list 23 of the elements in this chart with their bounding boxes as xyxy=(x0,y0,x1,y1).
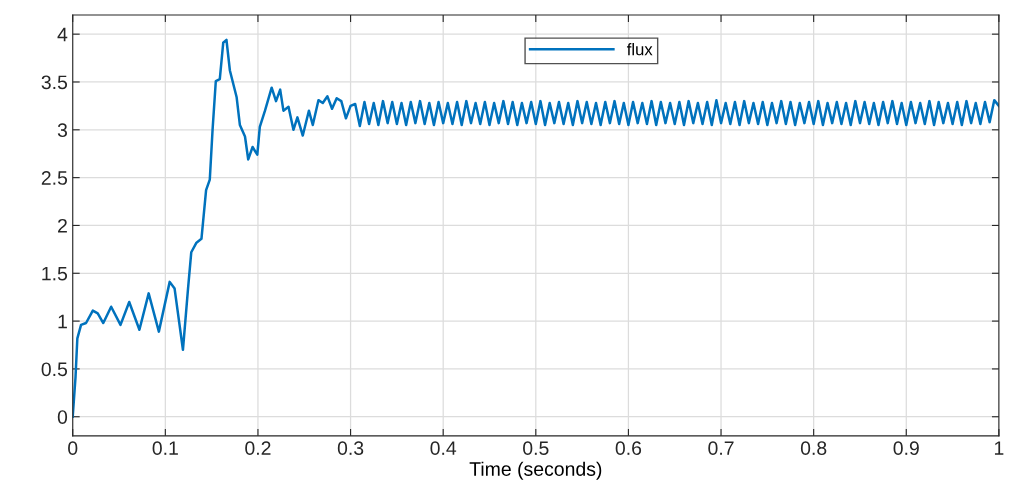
y-tick-label: 0.5 xyxy=(41,362,68,377)
x-tick-label: 0.8 xyxy=(800,441,827,456)
x-tick-label: 0.6 xyxy=(615,441,642,456)
y-tick-label: 2.5 xyxy=(41,171,68,185)
y-tick-label: 4 xyxy=(57,27,68,42)
line-series xyxy=(72,38,999,418)
x-tick-label: 0.7 xyxy=(708,441,734,456)
x-tick-label: 1 xyxy=(994,441,1004,455)
x-tick-label: 0.2 xyxy=(245,441,271,456)
y-tick-label: 3 xyxy=(57,123,68,138)
y-tick-label: 1.5 xyxy=(42,266,68,281)
x-tick-label: 0.1 xyxy=(152,441,178,456)
x-tick-label: 0.9 xyxy=(893,441,919,456)
x-tick-label: 0.5 xyxy=(523,441,549,456)
x-tick-label: 0.4 xyxy=(430,441,457,456)
y-tick-label: 1 xyxy=(58,314,67,329)
x-tick-label: 0 xyxy=(68,441,78,456)
x-tick-label: 0.3 xyxy=(337,441,364,456)
y-tick-label: 0 xyxy=(57,410,68,424)
y-tick-label: 2 xyxy=(58,218,67,233)
legend-label: flux xyxy=(626,43,653,56)
y-tick-label: 3.5 xyxy=(41,75,68,90)
x-axis-title: Time (seconds) xyxy=(469,461,602,480)
